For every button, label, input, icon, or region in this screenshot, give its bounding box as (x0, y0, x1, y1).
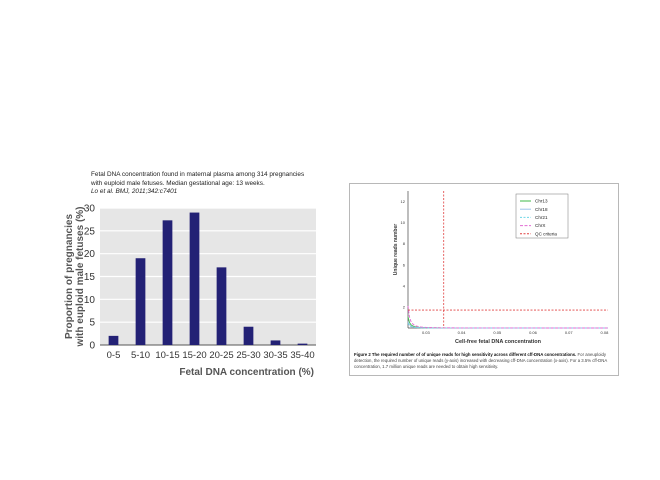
x-tick-label: 10-15 (155, 350, 179, 361)
bar (135, 258, 146, 345)
x-tick-label: 0.06 (529, 330, 538, 335)
y-tick-label: 30 (84, 204, 96, 215)
y-tick-label: 8 (403, 241, 406, 246)
figure-2-panel: 2 4 6 8 10 12 0.03 0.04 0.05 0.06 0.07 0.08 Cell-fre… (349, 183, 619, 376)
x-tick-label: 15-20 (182, 350, 206, 361)
bar (162, 220, 173, 345)
caption-line-2: with euploid male fetuses. Median gestat… (91, 179, 265, 187)
bar (243, 326, 254, 345)
x-tick-label: 25-30 (236, 350, 260, 361)
x-tick-label: 5-10 (131, 350, 150, 361)
legend-label: Chr13 (535, 199, 548, 204)
x-axis-title: Fetal DNA concentration (%) (179, 367, 314, 378)
legend-label: Chr18 (535, 207, 548, 212)
bar (108, 335, 119, 345)
y-tick-label: 0 (89, 341, 95, 352)
figure-caption: Fetal DNA concentration found in materna… (91, 171, 321, 197)
x-tick-label: 30-35 (263, 350, 287, 361)
bar (270, 340, 281, 345)
x-tick-label: 0.07 (565, 330, 574, 335)
figure-2-caption: Figure 2 The required number of of uniqu… (354, 352, 616, 369)
x-axis-title: Cell-free fetal DNA concentration (455, 339, 542, 345)
x-tick-label: 0.08 (601, 330, 610, 335)
y-tick-label: 6 (403, 262, 406, 267)
x-tick-label: 0-5 (107, 350, 121, 361)
y-tick-label: 20 (84, 249, 96, 260)
caption-line-1: Fetal DNA concentration found in materna… (91, 171, 305, 178)
bar (189, 212, 200, 345)
series-line (407, 316, 608, 329)
y-tick-label: 25 (84, 226, 96, 237)
caption-citation: Lo et al. BMJ, 2011;342:c7401 (91, 188, 178, 196)
figure-2-caption-bold: Figure 2 The required number of of uniqu… (354, 352, 577, 357)
series-line (407, 323, 608, 329)
legend-label: QC criteria (535, 231, 557, 236)
y-tick-label: 12 (401, 199, 406, 204)
bar (216, 267, 227, 345)
series-line (407, 321, 608, 329)
legend-label: Chr21 (535, 215, 548, 220)
bar (297, 343, 308, 345)
series-line (407, 305, 608, 329)
y-tick-label: 4 (403, 283, 406, 288)
y-tick-label: 10 (401, 220, 406, 225)
x-tick-label: 0.05 (493, 330, 502, 335)
x-tick-label: 0.04 (458, 330, 467, 335)
y-tick-label: 15 (84, 272, 96, 283)
x-tick-label: 20-25 (209, 350, 233, 361)
y-tick-label: 2 (403, 304, 406, 309)
y-axis-title: Proportion of pregnancieswith euploid ma… (64, 206, 86, 347)
unique-reads-line-chart: 2 4 6 8 10 12 0.03 0.04 0.05 0.06 0.07 0.08 Cell-fre… (393, 191, 610, 345)
legend-label: ChrX (535, 223, 545, 228)
x-tick-label: 0.03 (422, 330, 431, 335)
figure-2-caption-text: For aneuploidy detection, the required n… (354, 352, 607, 369)
y-tick-label: 5 (89, 318, 95, 329)
x-tick-label: 35-40 (290, 350, 314, 361)
y-tick-label: 10 (84, 295, 96, 306)
y-axis-title: Unique reads number (393, 224, 399, 275)
